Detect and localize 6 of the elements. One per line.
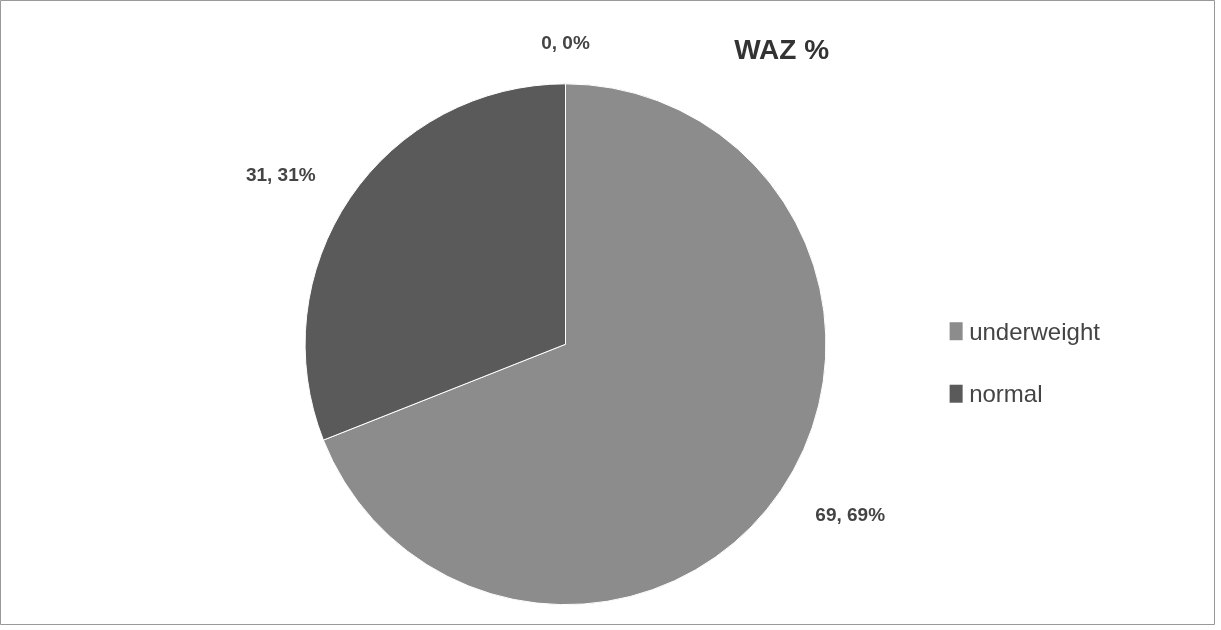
data-label: 69, 69% <box>815 503 886 525</box>
data-label: 31, 31% <box>245 163 316 185</box>
text: 0, 0% <box>541 31 590 53</box>
legend-label: normal <box>969 380 1043 408</box>
legend-label: underweight <box>969 317 1101 345</box>
chart-title: WAZ % <box>734 34 830 66</box>
